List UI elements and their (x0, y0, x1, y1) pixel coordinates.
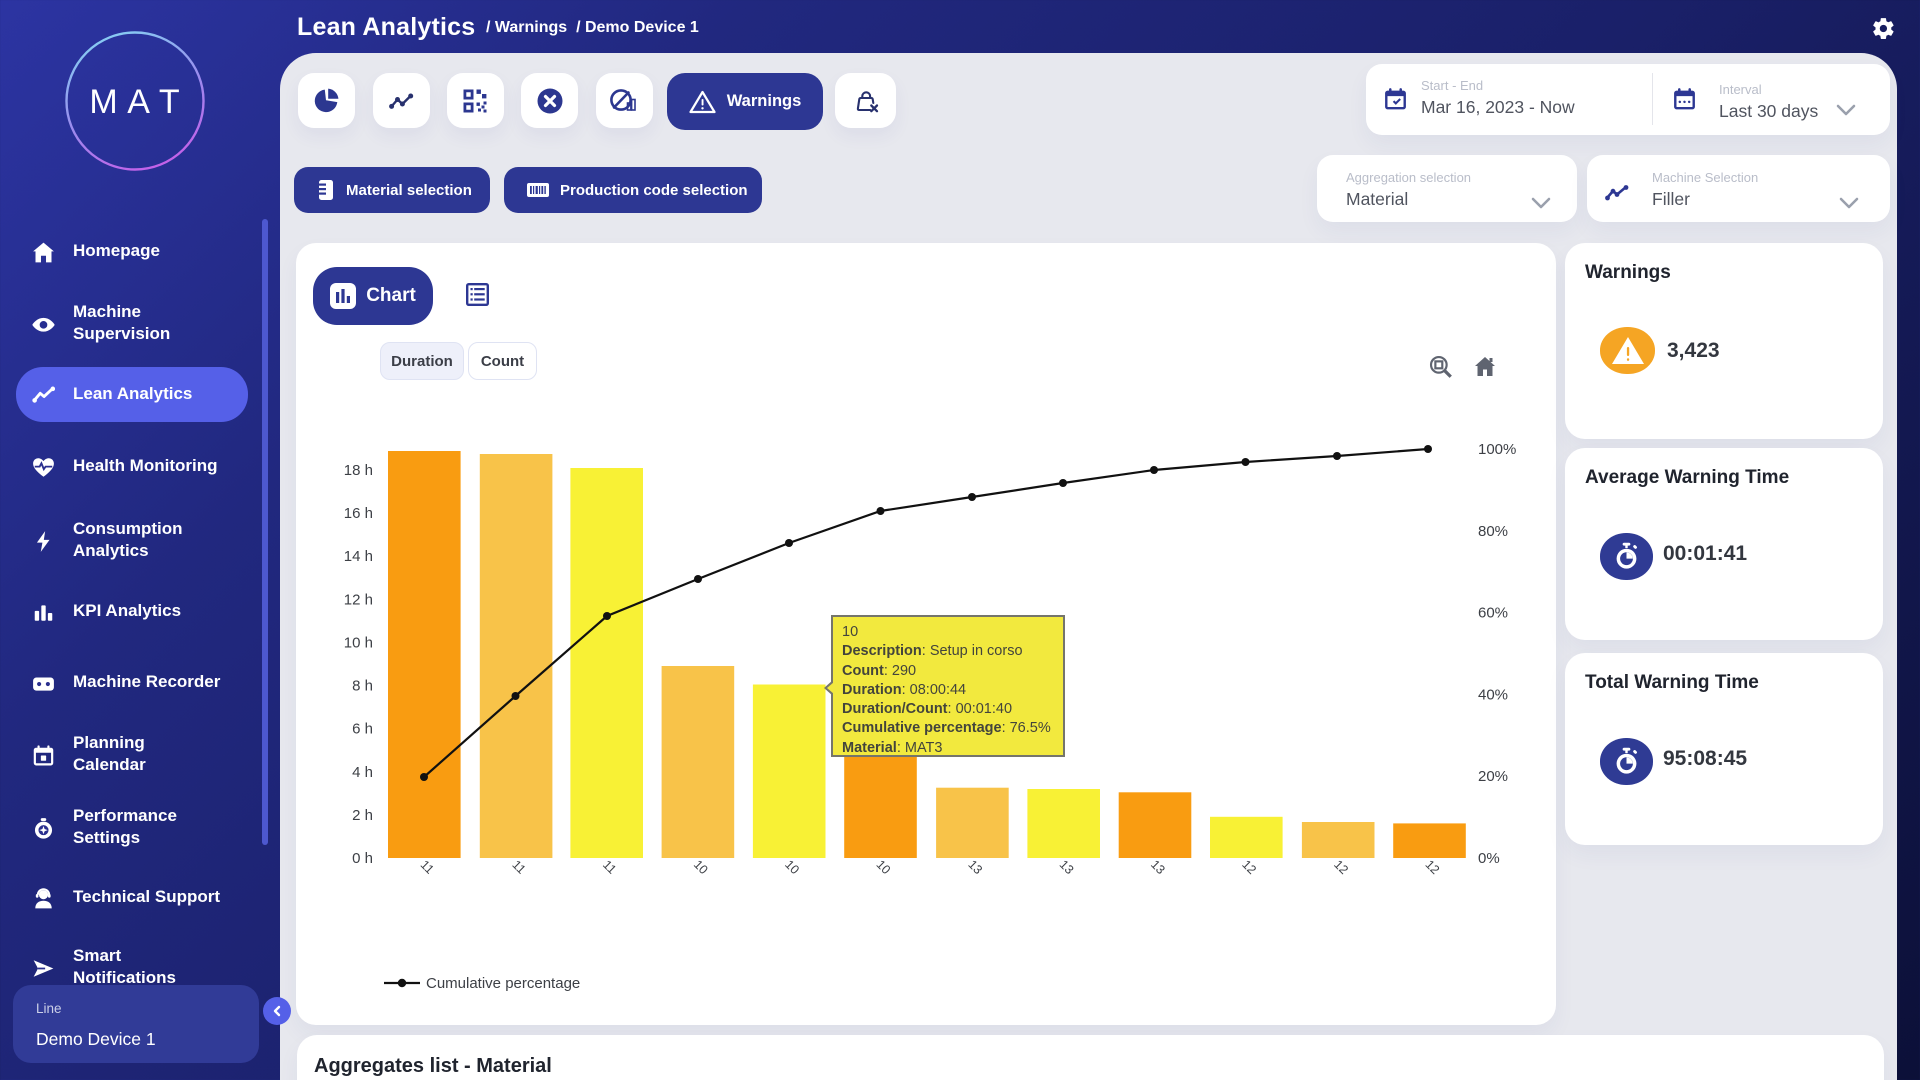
svg-text:12: 12 (1239, 857, 1259, 877)
svg-text:0 h: 0 h (352, 850, 373, 867)
svg-text:80%: 80% (1478, 523, 1508, 540)
svg-text:18 h: 18 h (344, 462, 373, 479)
svg-text:12: 12 (1331, 857, 1351, 877)
svg-text:11: 11 (509, 858, 528, 877)
svg-text:60%: 60% (1478, 605, 1508, 622)
svg-text:12 h: 12 h (344, 591, 373, 608)
svg-text:4 h: 4 h (352, 764, 373, 781)
svg-text:8 h: 8 h (352, 678, 373, 695)
svg-text:10: 10 (873, 857, 893, 877)
svg-text:10: 10 (782, 857, 802, 877)
svg-text:13: 13 (1057, 857, 1077, 877)
svg-text:0%: 0% (1478, 850, 1500, 867)
svg-text:12: 12 (1422, 857, 1442, 877)
svg-text:16 h: 16 h (344, 505, 373, 522)
svg-text:M A T: M A T (89, 83, 180, 121)
svg-text:6 h: 6 h (352, 721, 373, 738)
svg-text:10 h: 10 h (344, 635, 373, 652)
svg-text:11: 11 (600, 858, 619, 877)
svg-text:40%: 40% (1478, 686, 1508, 703)
svg-text:13: 13 (965, 857, 985, 877)
svg-text:2 h: 2 h (352, 807, 373, 824)
svg-text:20%: 20% (1478, 768, 1508, 785)
svg-text:13: 13 (1148, 857, 1168, 877)
svg-text:14 h: 14 h (344, 548, 373, 565)
svg-text:10: 10 (691, 857, 711, 877)
svg-text:100%: 100% (1478, 441, 1516, 458)
svg-text:11: 11 (418, 858, 437, 877)
